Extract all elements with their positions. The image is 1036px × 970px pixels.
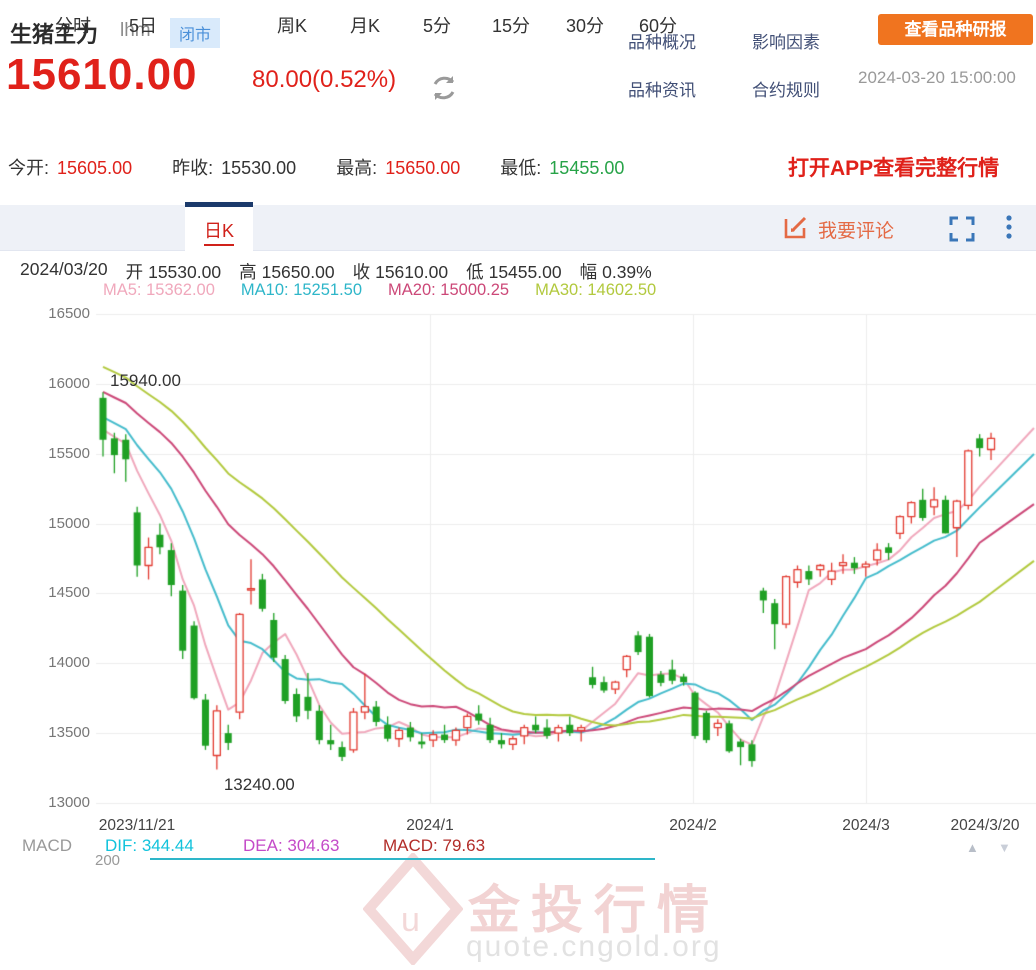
futures-quote-page: { "header": { "title": "生猪主力", "code": "…	[0, 14, 1036, 967]
macd-dif-value: DIF: 344.44	[105, 836, 194, 855]
tab-5day[interactable]: 5日	[128, 16, 158, 36]
low-price-annotation: 13240.00	[223, 775, 295, 795]
more-options-icon[interactable]	[1003, 213, 1015, 243]
last-price: 15610.00	[6, 50, 198, 99]
x-axis-label: 2023/11/21	[98, 817, 176, 834]
tab-5min[interactable]: 5分	[422, 16, 452, 36]
stat-prev-close: 昨收: 15530.00	[172, 158, 297, 178]
x-axis-labels: 2023/11/21 2024/1 2024/2 2024/3 2024/3/20	[0, 817, 1036, 837]
kline-chart-area: u 金投行情 quote.cngold.org 16500 16000 15500 1…	[0, 300, 1036, 967]
svg-text:u: u	[401, 901, 420, 939]
ma-legend: MA5: 15362.00 MA10: 15251.50 MA20: 15000…	[103, 281, 656, 300]
ohlc-readout: 2024/03/20 开 15530.00 高 15650.00 收 15610.00…	[20, 259, 652, 284]
tab-monthly-k[interactable]: 月K	[349, 16, 381, 36]
comment-button[interactable]: 我要评论	[818, 221, 895, 242]
link-factors[interactable]: 影响因素	[752, 33, 820, 52]
ma20-legend: MA20: 15000.25	[388, 281, 510, 299]
tab-60min[interactable]: 60分	[638, 16, 678, 36]
y-axis-label: 16000	[48, 374, 90, 392]
y-axis-label: 15500	[48, 444, 90, 462]
y-axis-label: 16500	[48, 305, 90, 322]
price-change: 80.00(0.52%)	[252, 66, 397, 93]
macd-dif-line-sliver	[150, 858, 655, 860]
high-price-annotation: 15940.00	[110, 371, 181, 391]
ma30-legend: MA30: 14602.50	[535, 281, 657, 299]
x-axis-label: 2024/3/20	[950, 817, 1020, 834]
link-overview[interactable]: 品种概况	[628, 33, 696, 52]
link-news[interactable]: 品种资讯	[628, 81, 696, 100]
watermark-url: quote.cngold.org	[466, 930, 722, 963]
stats-row: 今开: 15605.00 昨收: 15530.00 最高: 15650.00 最低: 1…	[8, 154, 624, 180]
quote-timestamp: 2024-03-20 15:00:00	[858, 68, 1016, 87]
contract-code: lhm	[120, 20, 151, 41]
open-app-promo[interactable]: 打开APP查看完整行情	[788, 157, 1000, 180]
ohlc-date: 2024/03/20	[20, 259, 108, 279]
tab-minute[interactable]: 分时	[55, 16, 91, 36]
stat-low: 最低: 15455.00	[500, 158, 625, 178]
tab-15min[interactable]: 15分	[491, 16, 531, 36]
link-contract-rules[interactable]: 合约规则	[752, 81, 820, 100]
y-axis-label: 14000	[48, 654, 90, 672]
stat-high: 最高: 15650.00	[336, 158, 461, 178]
ohlc-close: 收 15610.00	[352, 262, 449, 282]
y-axis-label: 13000	[48, 794, 90, 811]
ohlc-high: 高 15650.00	[239, 262, 335, 282]
x-axis-label: 2024/2	[669, 817, 717, 834]
view-report-button[interactable]: 查看品种研报	[878, 14, 1033, 45]
tab-30min[interactable]: 30分	[565, 16, 605, 36]
tab-weekly-k[interactable]: 周K	[276, 16, 308, 36]
scroll-up-icon[interactable]: ▲	[966, 840, 979, 855]
y-axis-label: 13500	[48, 724, 90, 742]
fullscreen-icon[interactable]	[948, 215, 976, 243]
watermark-diamond-icon: u	[362, 851, 464, 967]
market-status-badge: 闭市	[170, 18, 221, 48]
ma10-legend: MA10: 15251.50	[240, 281, 363, 299]
ohlc-low: 低 15455.00	[466, 262, 562, 282]
macd-value: MACD: 79.63	[383, 836, 486, 855]
ohlc-open: 开 15530.00	[125, 262, 222, 282]
x-axis-label: 2024/3	[842, 817, 890, 834]
tab-daily-k-active[interactable]: 日K	[185, 202, 253, 255]
comment-pencil-icon[interactable]	[783, 214, 809, 240]
scroll-down-icon[interactable]: ▼	[998, 840, 1011, 855]
refresh-icon[interactable]	[428, 72, 460, 104]
contract-title: 生猪主力	[10, 22, 99, 47]
ma5-legend: MA5: 15362.00	[103, 281, 215, 299]
period-tabbar	[0, 205, 1036, 251]
macd-dea-value: DEA: 304.63	[243, 836, 340, 855]
ohlc-range: 幅 0.39%	[579, 262, 652, 282]
candlestick-chart[interactable]	[0, 300, 1036, 815]
stat-open: 今开: 15605.00	[8, 158, 133, 178]
y-axis-label: 15000	[48, 514, 90, 532]
macd-pane-label[interactable]: MACD	[22, 836, 73, 855]
y-axis-label: 14500	[48, 584, 90, 602]
x-axis-label: 2024/1	[406, 817, 454, 834]
